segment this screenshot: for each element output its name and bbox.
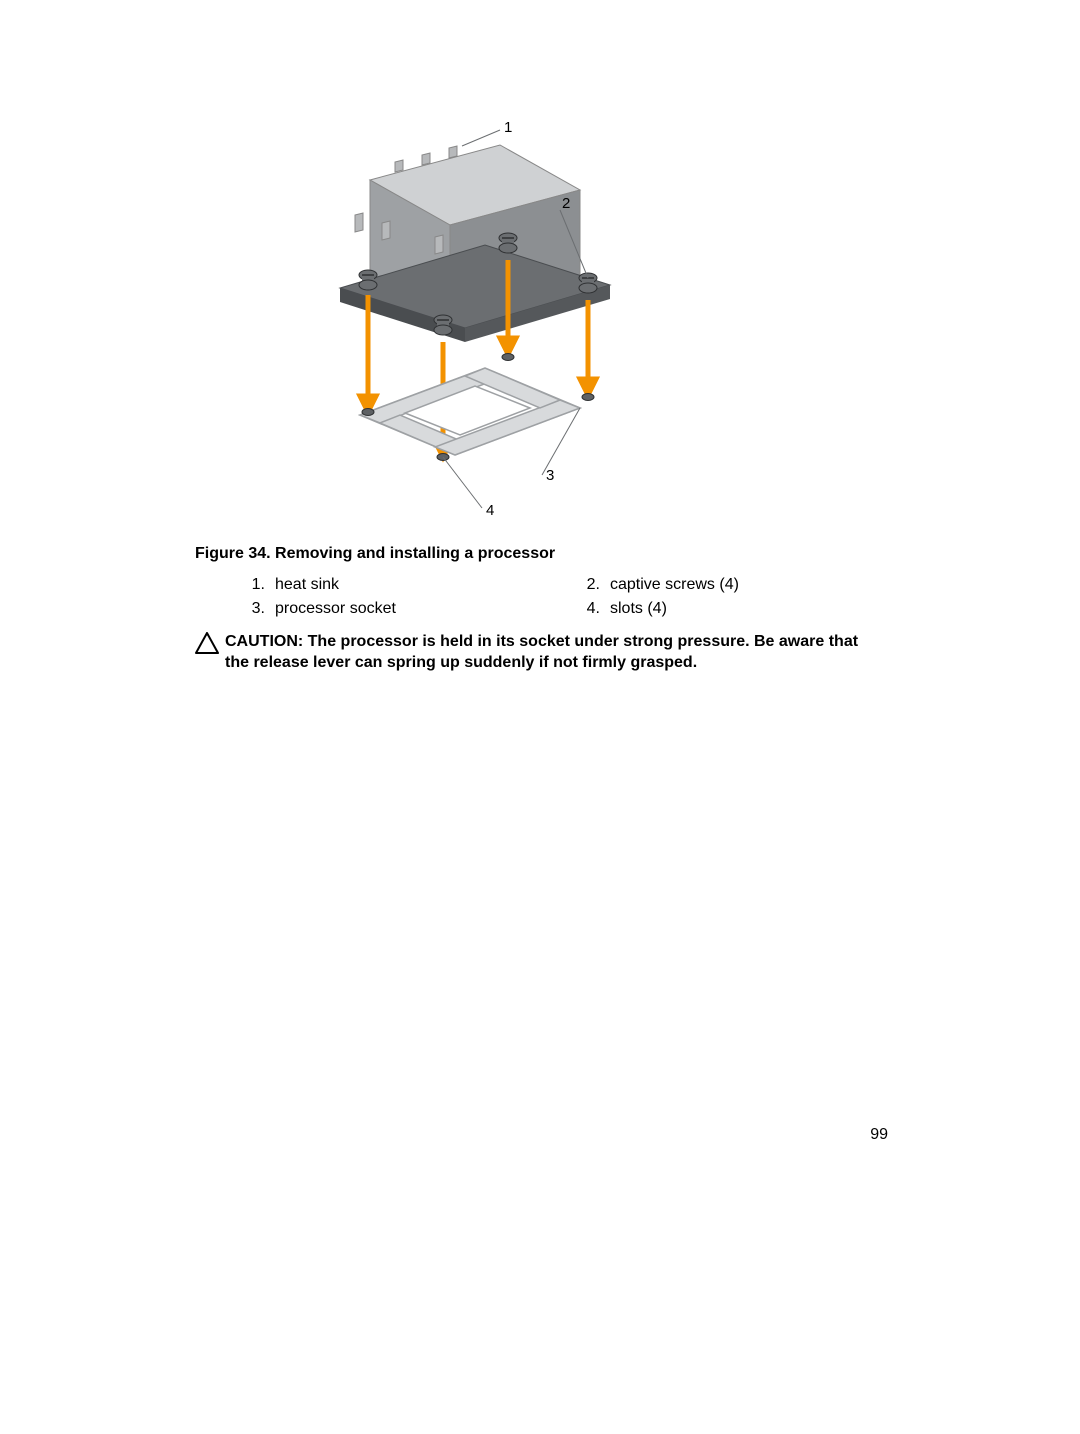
legend-item-3: 3. processor socket <box>243 600 578 618</box>
callout-3: 3 <box>546 467 554 484</box>
legend-item-2: 2. captive screws (4) <box>578 576 878 594</box>
legend-text: processor socket <box>275 600 396 618</box>
figure-legend: 1. heat sink 2. captive screws (4) 3. pr… <box>243 570 883 618</box>
figure-area: 1 2 3 4 <box>210 110 720 530</box>
legend-num: 4. <box>578 600 610 618</box>
processor-diagram: 1 2 3 4 <box>210 110 720 530</box>
legend-num: 3. <box>243 600 275 618</box>
legend-num: 1. <box>243 576 275 594</box>
legend-text: captive screws (4) <box>610 576 739 594</box>
legend-item-1: 1. heat sink <box>243 576 578 594</box>
legend-text: slots (4) <box>610 600 667 618</box>
caution-label: CAUTION: <box>225 633 308 650</box>
legend-item-4: 4. slots (4) <box>578 600 878 618</box>
legend-text: heat sink <box>275 576 339 594</box>
callout-1: 1 <box>504 119 512 136</box>
caution-icon <box>195 632 225 674</box>
figure-caption: Figure 34. Removing and installing a pro… <box>195 545 555 563</box>
callout-2: 2 <box>562 195 570 212</box>
caution-body: The processor is held in its socket unde… <box>225 633 858 671</box>
callout-4: 4 <box>486 502 494 519</box>
caution-block: CAUTION: The processor is held in its so… <box>195 632 885 674</box>
page: 1 2 3 4 Figure 34. Removing and installi… <box>0 0 1080 1434</box>
caution-text: CAUTION: The processor is held in its so… <box>225 632 885 674</box>
page-number: 99 <box>870 1126 888 1144</box>
legend-num: 2. <box>578 576 610 594</box>
